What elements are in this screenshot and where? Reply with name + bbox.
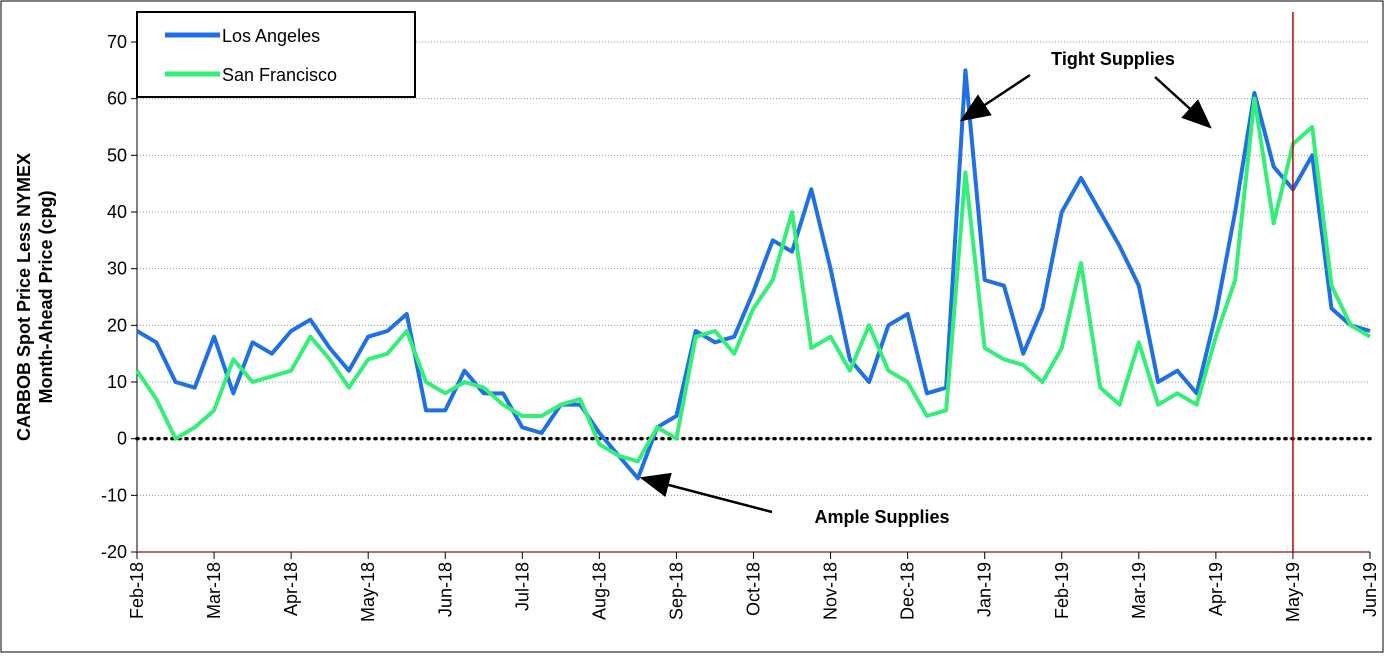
legend-label: Los Angeles [222, 26, 320, 46]
x-tick-label: Feb-18 [127, 562, 147, 619]
legend: Los Angeles San Francisco [136, 11, 416, 98]
annotation: Tight Supplies [1051, 49, 1175, 69]
x-tick-label: Apr-18 [281, 562, 301, 616]
arrow [1154, 76, 1212, 129]
y-axis-label: Month-Ahead Price (cpg) [36, 190, 56, 403]
x-tick-label: Dec-18 [898, 562, 918, 620]
y-tick-label: -10 [101, 485, 127, 505]
x-tick-label: Sep-18 [666, 562, 686, 620]
legend-box [136, 11, 416, 98]
x-tick-label: Mar-19 [1129, 562, 1149, 619]
y-tick-label: 30 [107, 259, 127, 279]
y-tick-label: 70 [107, 32, 127, 52]
arrow [959, 73, 1031, 122]
x-tick-label: Jun-19 [1360, 562, 1380, 617]
x-tick-label: Apr-19 [1206, 562, 1226, 616]
y-tick-label: 60 [107, 89, 127, 109]
arrow [639, 472, 773, 514]
x-tick-label: Feb-19 [1052, 562, 1072, 619]
y-tick-label: -20 [101, 542, 127, 562]
x-tick-label: Mar-18 [204, 562, 224, 619]
x-tick-label: Aug-18 [589, 562, 609, 620]
x-tick-label: Jan-19 [975, 562, 995, 617]
series-line [135, 96, 1372, 464]
y-tick-label: 0 [117, 429, 127, 449]
y-tick-label: 50 [107, 145, 127, 165]
legend-label: San Francisco [222, 65, 337, 85]
y-tick-label: 20 [107, 315, 127, 335]
x-tick-label: May-19 [1283, 562, 1303, 622]
x-tick-label: Oct-18 [744, 562, 764, 616]
x-tick-label: May-18 [358, 562, 378, 622]
plot-area: -20 -10 0 10 20 30 40 50 60 70 Feb-18 Mar-18 Apr-18 M… [101, 12, 1380, 622]
annotation: Ample Supplies [814, 507, 949, 527]
x-tick-label: Jun-18 [435, 562, 455, 617]
y-tick-label: 10 [107, 372, 127, 392]
x-tick-label: Jul-18 [512, 562, 532, 611]
y-axis-label: CARBOB Spot Price Less NYMEX [14, 153, 34, 441]
x-tick-label: Nov-18 [821, 562, 841, 620]
series-line [135, 68, 1371, 481]
y-tick-label: 40 [107, 202, 127, 222]
